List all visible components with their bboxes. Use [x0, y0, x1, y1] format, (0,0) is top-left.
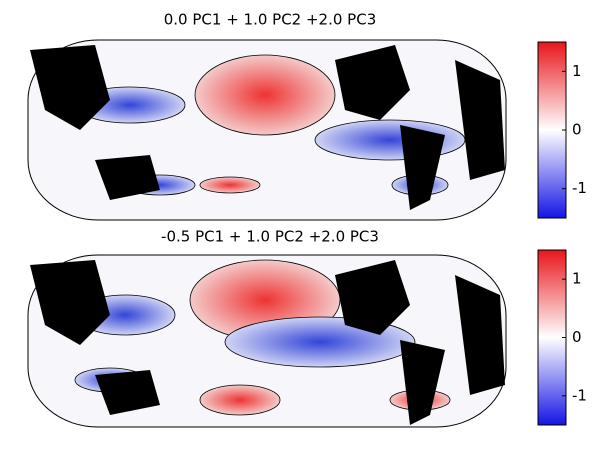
- colorbar: [537, 249, 567, 426]
- anomaly: [199, 384, 281, 416]
- land: [400, 125, 445, 210]
- panel-title: -0.5 PC1 + 1.0 PC2 +2.0 PC3: [161, 228, 379, 246]
- land: [95, 370, 160, 415]
- land: [30, 45, 110, 130]
- colorbar-tick-label: 0: [572, 121, 582, 139]
- land: [95, 155, 160, 200]
- map: [27, 39, 507, 221]
- land: [30, 260, 110, 345]
- colorbar-tick-label: 1: [572, 270, 582, 288]
- colorbar: [537, 41, 567, 219]
- land: [455, 60, 505, 180]
- land: [335, 45, 410, 120]
- anomaly: [194, 54, 336, 136]
- panel-title: 0.0 PC1 + 1.0 PC2 +2.0 PC3: [164, 11, 377, 29]
- colorbar-tick-label: 0: [572, 328, 582, 346]
- colorbar-tick-label: -1: [572, 179, 587, 197]
- land: [455, 275, 505, 395]
- map: [27, 254, 507, 428]
- colorbar-tick-label: -1: [572, 386, 587, 404]
- colorbar-tick-label: 1: [572, 62, 582, 80]
- land: [335, 260, 410, 335]
- land: [400, 340, 445, 425]
- anomaly: [199, 176, 261, 194]
